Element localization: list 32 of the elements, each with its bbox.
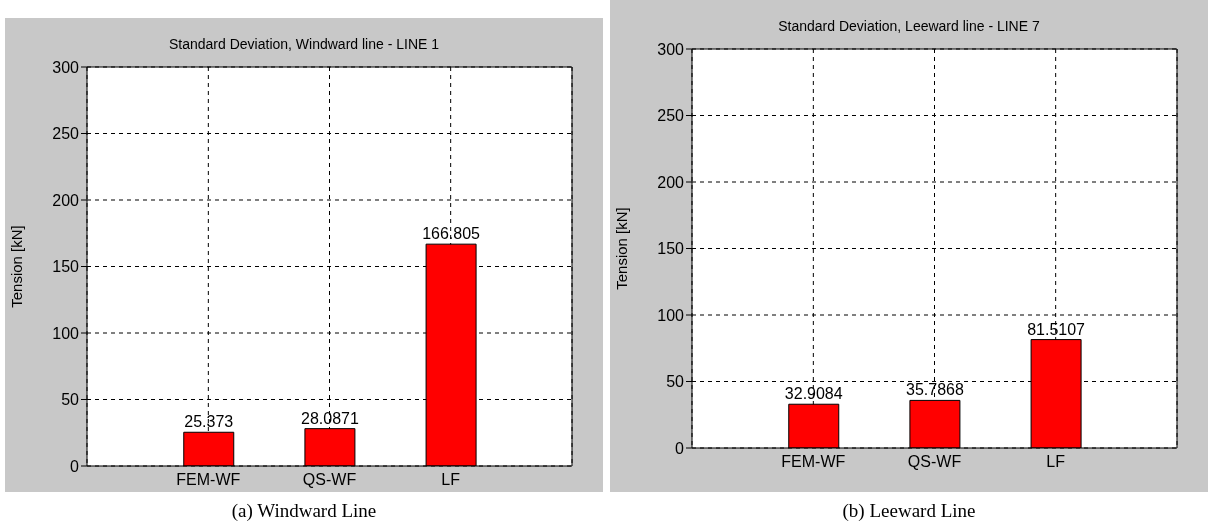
y-axis-title: Tension [kN] bbox=[613, 207, 631, 290]
data-label: 166.805 bbox=[422, 225, 481, 243]
y-tick-label: 50 bbox=[666, 373, 685, 391]
text: (b) Leeward Line bbox=[841, 500, 977, 522]
chart-title: Standard Deviation, Windward line - LINE 1 bbox=[168, 36, 440, 54]
y-tick-label: 100 bbox=[657, 306, 685, 324]
y-tick-label: 250 bbox=[52, 125, 80, 143]
x-tick-label: QS-WF bbox=[302, 471, 357, 489]
data-label: 81.5107 bbox=[1027, 320, 1086, 338]
x-tick-label: QS-WF bbox=[907, 453, 962, 471]
data-label: 32.9084 bbox=[784, 385, 843, 403]
text: (a) Windward Line bbox=[230, 500, 378, 522]
y-tick-label: 100 bbox=[52, 324, 80, 342]
x-tick-label: LF bbox=[1046, 453, 1066, 471]
y-tick-label: 150 bbox=[52, 258, 80, 276]
y-tick-label: 200 bbox=[657, 173, 685, 191]
x-tick-label: FEM-WF bbox=[781, 453, 846, 471]
y-tick-label: 0 bbox=[70, 457, 80, 475]
y-tick-label: 150 bbox=[657, 240, 685, 258]
y-tick-label: 200 bbox=[52, 191, 80, 209]
x-tick-label: LF bbox=[441, 471, 461, 489]
y-tick-label: 300 bbox=[52, 58, 80, 76]
y-tick-label: 50 bbox=[61, 391, 80, 409]
data-label: 28.0871 bbox=[300, 409, 359, 427]
data-label: 35.7868 bbox=[905, 381, 964, 399]
y-tick-label: 250 bbox=[657, 107, 685, 125]
chart-title: Standard Deviation, Leeward line - LINE 7 bbox=[777, 18, 1041, 36]
y-axis-title: Tension [kN] bbox=[8, 225, 26, 308]
y-tick-label: 300 bbox=[657, 40, 685, 58]
data-label: 25.373 bbox=[184, 413, 234, 431]
x-tick-label: FEM-WF bbox=[176, 471, 241, 489]
y-tick-label: 0 bbox=[675, 439, 685, 457]
